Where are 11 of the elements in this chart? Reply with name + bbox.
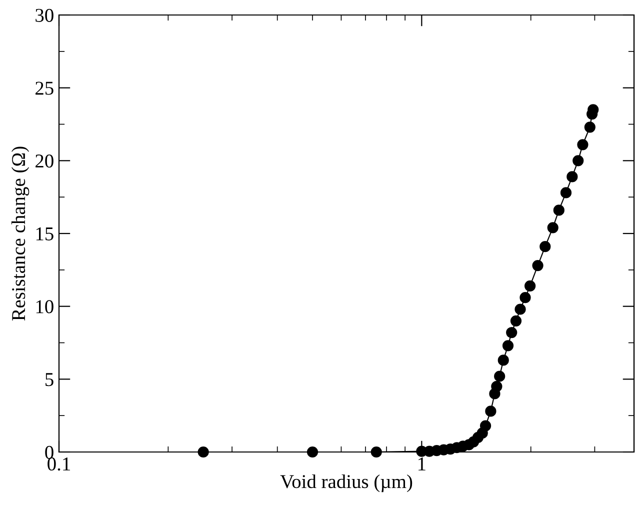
y-tick-label: 10 bbox=[36, 300, 54, 314]
x-axis-title: Void radius (µm) bbox=[280, 474, 412, 492]
y-tick-label: 25 bbox=[36, 82, 54, 95]
y-tick-label: 15 bbox=[36, 227, 54, 240]
y-axis-title: Resistance change (Ω) bbox=[11, 146, 30, 321]
y-tick-label: 30 bbox=[36, 8, 54, 22]
x-tick-label: 0.1 bbox=[48, 457, 70, 471]
y-tick-label: 0 bbox=[45, 446, 54, 459]
y-tick-label: 5 bbox=[46, 373, 54, 386]
y-tick-label: 20 bbox=[36, 154, 54, 168]
x-tick-label: 1 bbox=[418, 458, 426, 470]
